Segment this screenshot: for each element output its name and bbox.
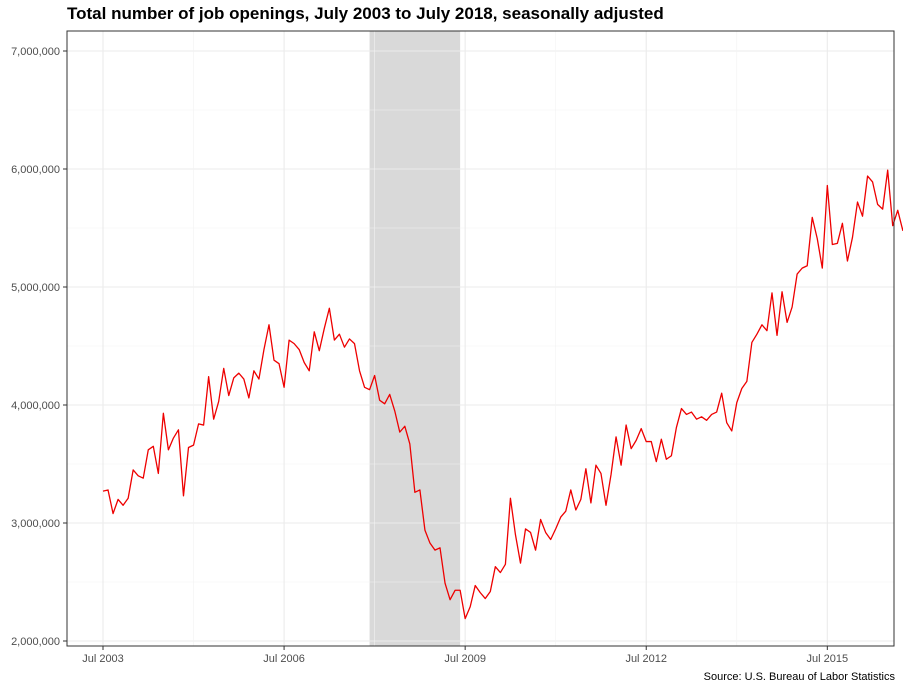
y-tick-label: 2,000,000 (11, 636, 60, 648)
gridlines (67, 31, 894, 646)
x-tick-label: Jul 2012 (625, 653, 667, 665)
y-tick-label: 7,000,000 (11, 46, 60, 58)
recession-band (369, 31, 461, 646)
x-tick-label: Jul 2009 (444, 653, 486, 665)
x-tick-label: Jul 2015 (807, 653, 849, 665)
source-caption: Source: U.S. Bureau of Labor Statistics (703, 671, 895, 683)
axes: 2,000,000 3,000,000 4,000,000 5,000,000 6,00… (11, 46, 849, 665)
recession-shading-layer (369, 31, 461, 646)
x-tick-label: Jul 2003 (82, 653, 124, 665)
y-tick-label: 3,000,000 (11, 518, 60, 530)
series-layer (102, 169, 903, 620)
panel-border (66, 30, 895, 647)
series-line (102, 169, 903, 620)
y-tick-label: 4,000,000 (11, 400, 60, 412)
chart-title: Total number of job openings, July 2003 … (67, 4, 664, 23)
y-tick-label: 6,000,000 (11, 164, 60, 176)
y-tick-label: 5,000,000 (11, 282, 60, 294)
x-tick-label: Jul 2006 (263, 653, 305, 665)
